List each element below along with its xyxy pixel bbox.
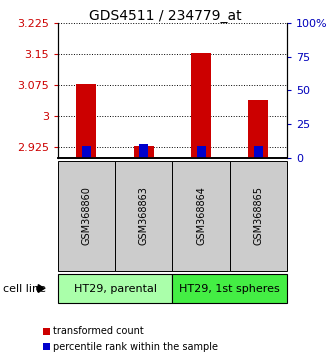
Text: GSM368864: GSM368864 xyxy=(196,187,206,245)
Text: percentile rank within the sample: percentile rank within the sample xyxy=(53,342,218,352)
Bar xyxy=(139,144,148,158)
Text: GDS4511 / 234779_at: GDS4511 / 234779_at xyxy=(89,9,241,23)
Text: GSM368860: GSM368860 xyxy=(82,187,91,245)
Bar xyxy=(254,145,263,158)
Bar xyxy=(248,101,269,158)
Text: HT29, parental: HT29, parental xyxy=(74,284,157,293)
Text: GSM368865: GSM368865 xyxy=(253,187,263,245)
Bar xyxy=(76,84,96,158)
Text: GSM368863: GSM368863 xyxy=(139,187,149,245)
Bar xyxy=(82,145,91,158)
Bar xyxy=(134,146,154,158)
Text: HT29, 1st spheres: HT29, 1st spheres xyxy=(180,284,280,293)
Bar xyxy=(197,145,206,158)
Bar xyxy=(191,53,211,158)
Text: transformed count: transformed count xyxy=(53,326,144,336)
Text: cell line: cell line xyxy=(3,284,46,293)
